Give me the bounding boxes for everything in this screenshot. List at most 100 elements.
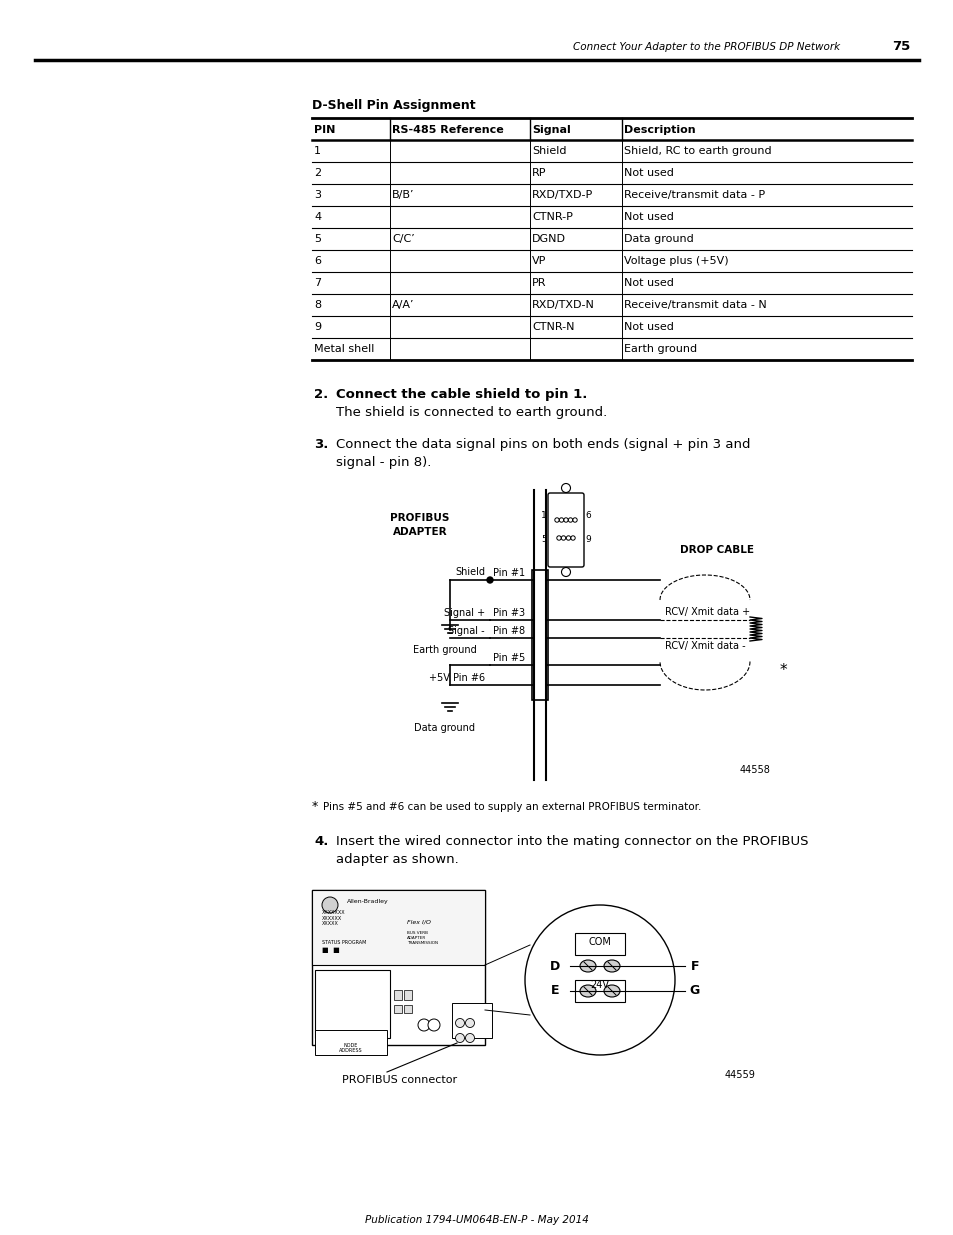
Text: 6: 6 bbox=[584, 511, 590, 520]
Text: RS-485 Reference: RS-485 Reference bbox=[392, 125, 503, 135]
Text: RCV/ Xmit data -: RCV/ Xmit data - bbox=[664, 641, 745, 651]
Text: signal - pin 8).: signal - pin 8). bbox=[335, 456, 431, 469]
Text: DGND: DGND bbox=[532, 233, 565, 245]
Text: 9: 9 bbox=[584, 536, 590, 545]
Text: 1: 1 bbox=[314, 146, 320, 156]
Text: A/A’: A/A’ bbox=[392, 300, 414, 310]
Text: The shield is connected to earth ground.: The shield is connected to earth ground. bbox=[335, 406, 607, 419]
Text: Description: Description bbox=[623, 125, 695, 135]
Text: PROFIBUS
ADAPTER: PROFIBUS ADAPTER bbox=[390, 514, 449, 536]
Text: Signal -: Signal - bbox=[448, 626, 484, 636]
Bar bbox=[314, 969, 390, 1037]
Text: 4: 4 bbox=[314, 212, 321, 222]
Text: Earth ground: Earth ground bbox=[413, 645, 476, 655]
Bar bbox=[532, 571, 547, 700]
Text: Metal shell: Metal shell bbox=[314, 345, 374, 354]
Text: 2.: 2. bbox=[314, 388, 328, 401]
Text: Pin #8: Pin #8 bbox=[493, 626, 524, 636]
Text: 24V: 24V bbox=[590, 981, 609, 990]
Text: 2: 2 bbox=[314, 168, 321, 178]
Text: RCV/ Xmit data +: RCV/ Xmit data + bbox=[664, 606, 749, 618]
Text: Voltage plus (+5V): Voltage plus (+5V) bbox=[623, 256, 728, 266]
Text: DROP CABLE: DROP CABLE bbox=[679, 545, 753, 555]
Text: Pin #5: Pin #5 bbox=[493, 653, 525, 663]
Circle shape bbox=[524, 905, 675, 1055]
Text: Shield: Shield bbox=[532, 146, 566, 156]
Text: 5: 5 bbox=[314, 233, 320, 245]
Text: RXD/TXD-P: RXD/TXD-P bbox=[532, 190, 593, 200]
Bar bbox=[312, 890, 484, 965]
Text: 9: 9 bbox=[314, 322, 321, 332]
Text: 4.: 4. bbox=[314, 835, 328, 848]
Text: B/B’: B/B’ bbox=[392, 190, 414, 200]
Ellipse shape bbox=[603, 960, 619, 972]
Text: Receive/transmit data - N: Receive/transmit data - N bbox=[623, 300, 766, 310]
Text: 75: 75 bbox=[891, 41, 909, 53]
Text: CTNR-N: CTNR-N bbox=[532, 322, 574, 332]
Text: Publication 1794-UM064B-EN-P - May 2014: Publication 1794-UM064B-EN-P - May 2014 bbox=[365, 1215, 588, 1225]
Text: Pins #5 and #6 can be used to supply an external PROFIBUS terminator.: Pins #5 and #6 can be used to supply an … bbox=[323, 802, 700, 811]
Text: Connect the cable shield to pin 1.: Connect the cable shield to pin 1. bbox=[335, 388, 587, 401]
Text: 7: 7 bbox=[314, 278, 321, 288]
Text: STATUS PROGRAM: STATUS PROGRAM bbox=[322, 940, 366, 945]
Text: Connect the data signal pins on both ends (signal + pin 3 and: Connect the data signal pins on both end… bbox=[335, 438, 750, 451]
Text: +5V Pin #6: +5V Pin #6 bbox=[429, 673, 484, 683]
Bar bbox=[575, 932, 624, 955]
Text: *: * bbox=[780, 662, 787, 678]
Text: Insert the wired connector into the mating connector on the PROFIBUS: Insert the wired connector into the mati… bbox=[335, 835, 807, 848]
Text: Shield, RC to earth ground: Shield, RC to earth ground bbox=[623, 146, 771, 156]
Text: Signal: Signal bbox=[532, 125, 570, 135]
Text: NODE
ADDRESS: NODE ADDRESS bbox=[339, 1042, 362, 1053]
Text: VP: VP bbox=[532, 256, 546, 266]
Ellipse shape bbox=[579, 960, 596, 972]
Bar bbox=[403, 990, 412, 1000]
Text: RXD/TXD-N: RXD/TXD-N bbox=[532, 300, 595, 310]
Text: C/C’: C/C’ bbox=[392, 233, 415, 245]
Text: Data ground: Data ground bbox=[623, 233, 693, 245]
Text: Not used: Not used bbox=[623, 212, 673, 222]
Text: D: D bbox=[549, 960, 559, 972]
Bar bbox=[394, 1005, 401, 1013]
Text: XXXXXXX
XXXXXX
XXXXX: XXXXXXX XXXXXX XXXXX bbox=[322, 910, 345, 926]
Text: 8: 8 bbox=[314, 300, 321, 310]
Text: CTNR-P: CTNR-P bbox=[532, 212, 572, 222]
Circle shape bbox=[465, 1034, 474, 1042]
Text: Signal +: Signal + bbox=[443, 608, 484, 618]
Text: D-Shell Pin Assignment: D-Shell Pin Assignment bbox=[312, 99, 476, 111]
Text: Allen-Bradley: Allen-Bradley bbox=[347, 899, 388, 904]
Text: Shield: Shield bbox=[455, 567, 484, 577]
Text: Pin #1: Pin #1 bbox=[493, 568, 524, 578]
Text: 44558: 44558 bbox=[740, 764, 770, 776]
Text: RP: RP bbox=[532, 168, 546, 178]
FancyBboxPatch shape bbox=[547, 493, 583, 567]
Bar bbox=[575, 981, 624, 1002]
Text: ■  ■: ■ ■ bbox=[322, 947, 339, 953]
Text: *: * bbox=[312, 800, 318, 813]
Text: Not used: Not used bbox=[623, 168, 673, 178]
Text: BUS VERB
ADAPTER
TRANSMISSION: BUS VERB ADAPTER TRANSMISSION bbox=[407, 931, 437, 945]
Circle shape bbox=[322, 897, 337, 913]
Text: PROFIBUS connector: PROFIBUS connector bbox=[341, 1074, 456, 1086]
Text: adapter as shown.: adapter as shown. bbox=[335, 853, 458, 866]
Circle shape bbox=[455, 1019, 464, 1028]
Text: 1: 1 bbox=[540, 511, 546, 520]
Text: 6: 6 bbox=[314, 256, 320, 266]
Text: PR: PR bbox=[532, 278, 546, 288]
Circle shape bbox=[417, 1019, 430, 1031]
Text: F: F bbox=[690, 960, 699, 972]
Text: G: G bbox=[689, 984, 700, 998]
Circle shape bbox=[486, 577, 493, 583]
Ellipse shape bbox=[579, 986, 596, 997]
Text: E: E bbox=[550, 984, 558, 998]
Text: 3: 3 bbox=[314, 190, 320, 200]
Bar bbox=[394, 990, 401, 1000]
Text: Pin #3: Pin #3 bbox=[493, 608, 524, 618]
Text: COM: COM bbox=[588, 937, 611, 947]
Text: Data ground: Data ground bbox=[414, 722, 475, 734]
Bar bbox=[314, 1030, 387, 1055]
Text: Connect Your Adapter to the PROFIBUS DP Network: Connect Your Adapter to the PROFIBUS DP … bbox=[572, 42, 840, 52]
Circle shape bbox=[428, 1019, 439, 1031]
Circle shape bbox=[465, 1019, 474, 1028]
Text: Flex I/O: Flex I/O bbox=[407, 920, 431, 925]
Bar bbox=[312, 890, 484, 1045]
